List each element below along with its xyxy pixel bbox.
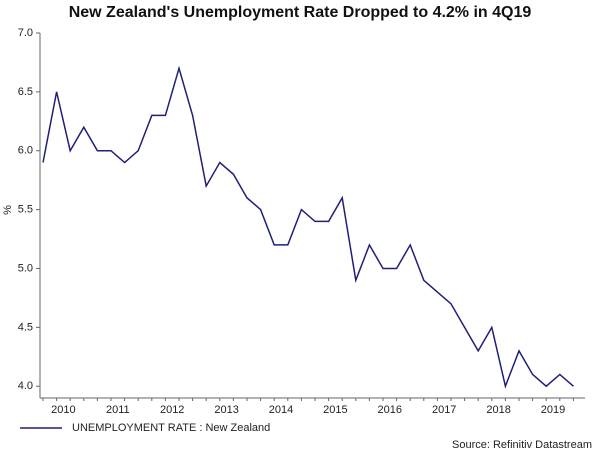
y-tick-label: 6.5 [18,86,33,98]
x-tick-label: 2016 [378,404,402,416]
x-tick-label: 2017 [432,404,456,416]
y-tick-label: 4.5 [18,321,33,333]
legend-label: UNEMPLOYMENT RATE : New Zealand [72,422,270,434]
x-tick-label: 2012 [160,404,184,416]
y-tick-label: 5.5 [18,204,33,216]
source: Source: Refinitiv Datastream [452,439,592,451]
y-tick-label: 5.0 [18,262,33,274]
x-tick-label: 2011 [106,404,130,416]
y-tick-label: 4.0 [18,380,33,392]
x-tick-label: 2018 [486,404,510,416]
y-tick-label: 6.0 [18,145,33,157]
y-tick-label: 7.0 [18,27,33,39]
x-tick-label: 2010 [51,404,75,416]
x-tick-label: 2019 [541,404,565,416]
series-line [42,65,574,389]
x-tick-label: 2013 [214,404,238,416]
y-axis-label: % [2,205,14,215]
chart-title: New Zealand's Unemployment Rate Dropped … [69,4,532,21]
x-tick-label: 2015 [323,404,347,416]
x-tick-label: 2014 [269,404,293,416]
